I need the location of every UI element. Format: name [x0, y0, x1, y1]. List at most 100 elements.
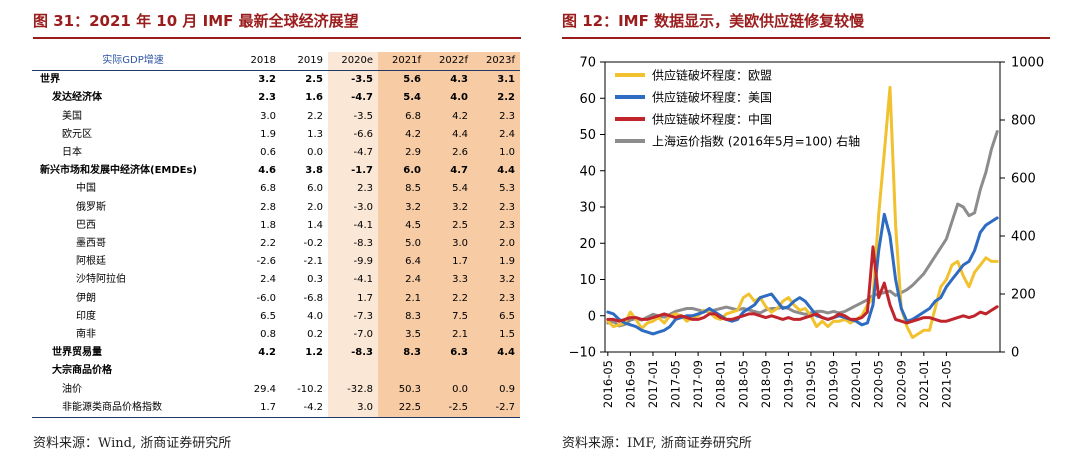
table-cell: 1.7 [426, 253, 473, 272]
table-cell: -3.5 [328, 107, 378, 126]
y-left-tick-label: 50 [579, 128, 596, 143]
series-line-1 [606, 212, 999, 336]
table-cell: 2.3 [473, 289, 520, 308]
table-cell: 6.3 [426, 344, 473, 363]
table-cell: 2.0 [473, 235, 520, 254]
y-left-tick-label: 10 [579, 273, 596, 288]
right-title-divider [562, 37, 1050, 39]
table-cell: -1.7 [328, 162, 378, 181]
x-tick-label: 2021-05 [939, 360, 953, 408]
table-cell: -9.9 [328, 253, 378, 272]
table-cell: 4.0 [307, 310, 323, 322]
table-cell [281, 362, 328, 380]
table-cell: 2.1 [426, 326, 473, 345]
row-label: 日本 [62, 147, 82, 159]
table-cell: -3.5 [328, 70, 378, 90]
left-source-note: 资料来源：Wind, 浙商证券研究所 [33, 436, 232, 451]
table-cell [473, 362, 520, 381]
y-right-tick-label: 1000 [1011, 56, 1044, 71]
table-cell: 1.6 [305, 92, 323, 104]
x-tick-label: 2018-01 [714, 360, 728, 408]
y-right-tick-label: 200 [1011, 288, 1036, 303]
year-header: 2022f [426, 52, 473, 72]
row-label: 阿根廷 [76, 256, 106, 268]
table-cell: -8.3 [328, 235, 378, 254]
table-cell: 2.8 [260, 201, 276, 213]
x-tick-label: 2017-01 [646, 360, 660, 408]
table-cell: 0.0 [307, 147, 323, 159]
table-cell: 4.4 [426, 125, 473, 145]
table-cell: 2.2 [426, 289, 473, 308]
table-cell: 2.3 [328, 180, 378, 199]
table-cell: 2.0 [307, 201, 323, 213]
table-row: 墨西哥 2.2 -0.2 -8.3 5.0 3.0 2.0 [32, 235, 520, 254]
table-cell: 5.3 [473, 180, 520, 199]
table-cell: 7.5 [426, 307, 473, 327]
x-tick-label: 2018-09 [759, 360, 773, 408]
table-cell: 4.2 [378, 125, 426, 145]
table-cell: 2.1 [378, 289, 426, 308]
legend-label: 供应链破坏程度：中国 [652, 112, 772, 127]
table-cell: 6.8 [260, 183, 276, 195]
row-label: 世界贸易量 [52, 347, 102, 359]
table-cell: 3.2 [378, 198, 426, 217]
table-cell [328, 362, 378, 381]
row-label: 印度 [76, 310, 96, 322]
table-cell: 2.4 [378, 271, 426, 290]
table-cell: -0.2 [303, 238, 323, 250]
table-cell: 3.3 [426, 271, 473, 290]
table-cell: 5.4 [426, 180, 473, 199]
x-tick-label: 2020-09 [894, 360, 908, 408]
table-cell: 1.3 [307, 128, 323, 140]
table-cell: 2.4 [473, 125, 520, 145]
right-source-note: 资料来源：IMF, 浙商证券研究所 [562, 436, 752, 451]
year-header: 2023f [473, 52, 520, 72]
table-row: 巴西 1.8 1.4 -4.1 4.5 2.5 2.3 [32, 216, 520, 236]
table-cell: 2.3 [258, 92, 276, 104]
y-right-tick-label: 400 [1011, 230, 1036, 245]
table-row: 世界 3.2 2.5 -3.5 5.6 4.3 3.1 [32, 70, 520, 90]
table-cell: 1.0 [473, 144, 520, 163]
table-cell: 50.3 [378, 380, 426, 399]
year-header: 2020e [328, 52, 378, 72]
row-label: 美国 [62, 110, 82, 122]
table-cell: 1.2 [305, 347, 323, 359]
table-cell: -6.6 [328, 125, 378, 145]
table-cell: 5.6 [378, 70, 426, 90]
table-cell: 0.9 [473, 380, 520, 399]
table-cell: 2.3 [473, 216, 520, 236]
table-cell: 2.3 [473, 198, 520, 217]
x-tick-label: 2019-01 [781, 360, 795, 408]
right-panel-title: 图 12：IMF 数据显示，美欧供应链修复较慢 [562, 12, 865, 30]
table-cell: 1.9 [260, 128, 276, 140]
table-cell: -7.0 [328, 326, 378, 345]
table-row: 欧元区 1.9 1.3 -6.6 4.2 4.4 2.4 [32, 125, 520, 145]
table-cell: 2.4 [260, 274, 276, 286]
row-label: 伊朗 [76, 292, 96, 304]
table-cell: 22.5 [378, 398, 426, 419]
table-row: 发达经济体 2.3 1.6 -4.7 5.4 4.0 2.2 [32, 89, 520, 108]
table-cell: -2.1 [303, 256, 323, 268]
table-cell: 2.2 [473, 89, 520, 108]
table-row: 阿根廷 -2.6 -2.1 -9.9 6.4 1.7 1.9 [32, 253, 520, 272]
table-cell: 3.2 [258, 74, 276, 86]
legend-label: 供应链破坏程度：欧盟 [652, 68, 772, 83]
table-cell: 29.4 [253, 383, 276, 395]
table-cell: 3.1 [473, 70, 520, 90]
table-cell: 4.3 [426, 70, 473, 90]
row-label: 大宗商品价格 [52, 365, 112, 377]
table-row: 美国 3.0 2.2 -3.5 6.8 4.2 2.3 [32, 107, 520, 126]
table-cell: 5.4 [378, 89, 426, 108]
table-cell: 0.3 [307, 274, 323, 286]
table-cell: 2.9 [378, 144, 426, 163]
x-tick-label: 2016-09 [623, 360, 637, 408]
table-cell: 8.5 [378, 180, 426, 199]
row-label: 欧元区 [62, 128, 92, 140]
year-header: 2018 [234, 52, 281, 72]
table-cell: -4.2 [281, 398, 328, 419]
table-cell: 6.0 [307, 183, 323, 195]
table-row: 俄罗斯 2.8 2.0 -3.0 3.2 3.2 2.3 [32, 198, 520, 217]
table-cell: 4.2 [426, 107, 473, 126]
table-cell: -7.3 [328, 307, 378, 327]
x-tick-label: 2020-05 [872, 360, 886, 408]
